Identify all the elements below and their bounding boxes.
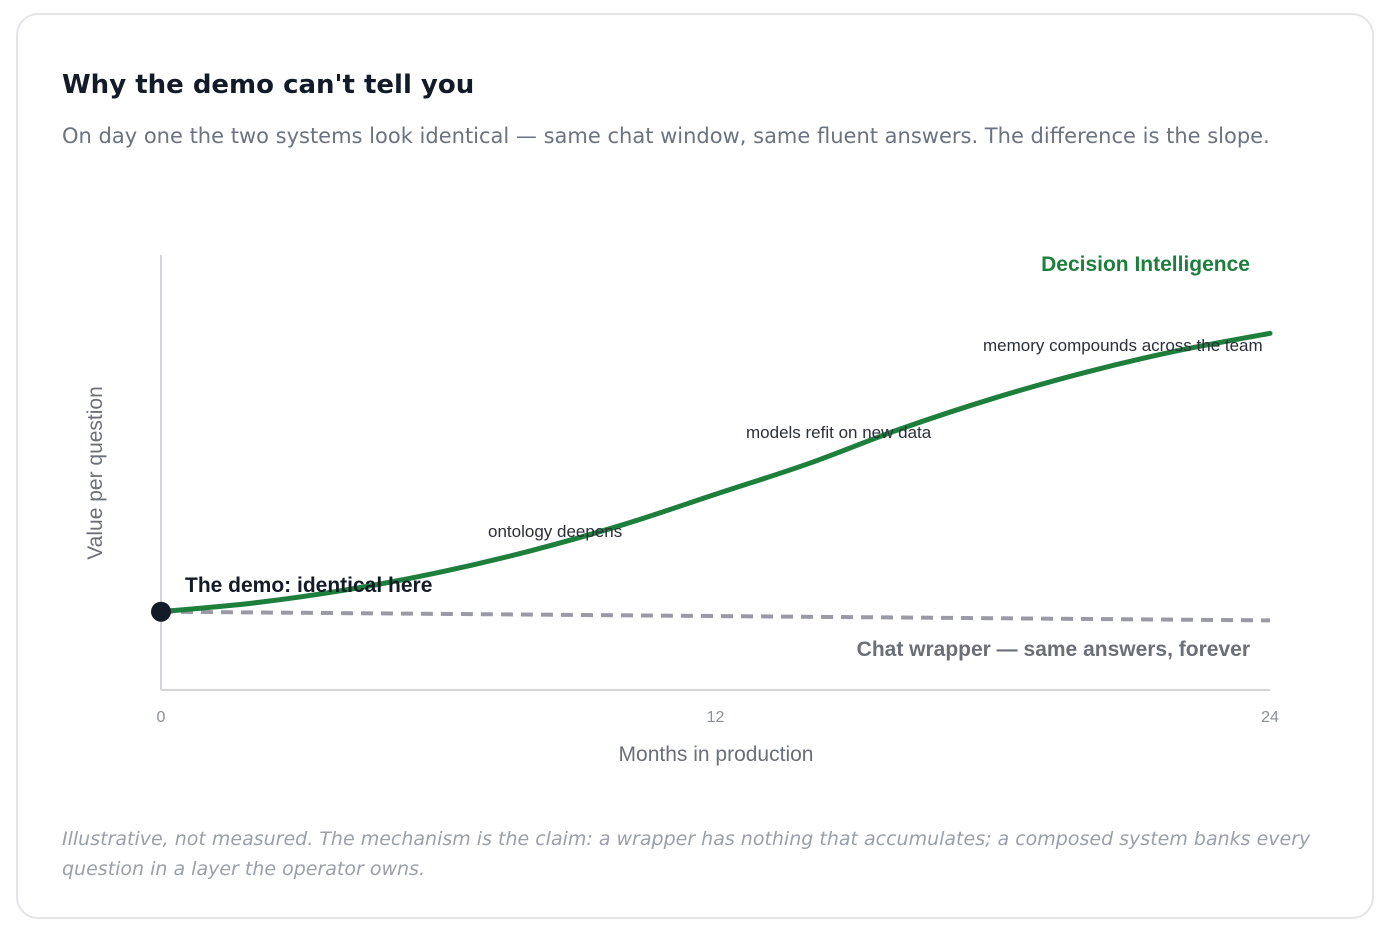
chart-card	[16, 13, 1374, 919]
series-chat-wrapper-line	[160, 609, 1271, 623]
annotation-demo: The demo: identical here	[185, 574, 432, 597]
y-axis-label: Value per question	[84, 386, 107, 560]
footnote: Illustrative, not measured. The mechanis…	[62, 828, 1311, 880]
x-tick-label: 24	[1261, 709, 1279, 726]
x-tick-label: 12	[707, 709, 725, 726]
demo-start-point	[151, 601, 171, 622]
chart-title: Why the demo can't tell you	[62, 70, 475, 100]
annotation-memory: memory compounds across the team	[983, 336, 1263, 355]
x-tick-label: 0	[157, 709, 166, 726]
legend-chat-wrapper: Chat wrapper — same answers, forever	[857, 638, 1250, 661]
annotation-ontology: ontology deepens	[488, 522, 622, 541]
x-axis-label: Months in production	[619, 743, 814, 766]
legend-decision-intelligence: Decision Intelligence	[1041, 253, 1250, 276]
series-decision-intelligence-line	[158, 330, 1273, 615]
chart-subtitle: On day one the two systems look identica…	[62, 124, 1270, 148]
annotation-models: models refit on new data	[746, 423, 932, 442]
